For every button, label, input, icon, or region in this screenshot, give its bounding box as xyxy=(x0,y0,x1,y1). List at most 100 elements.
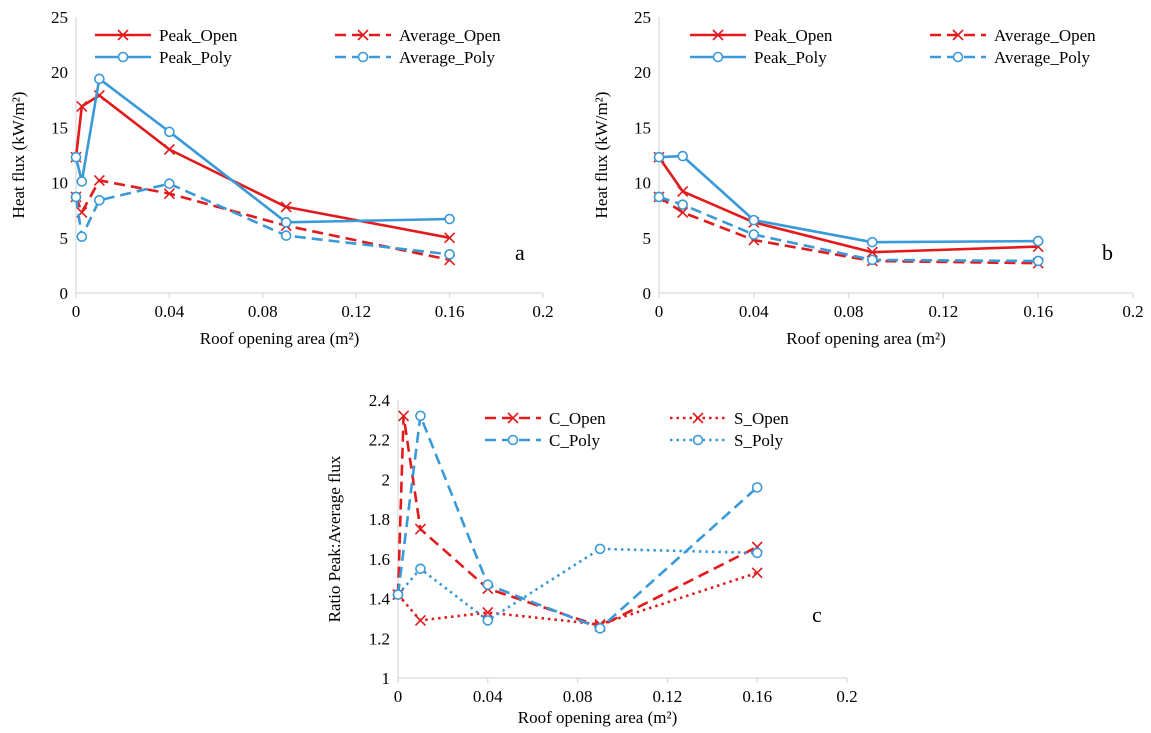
data-point xyxy=(751,567,763,579)
legend-item: Peak_Poly xyxy=(690,48,827,67)
x-tick-label: 0.16 xyxy=(1023,302,1053,321)
data-point xyxy=(163,143,175,156)
chart-panel-a: 0 5 10 15 20 25 0 0.04 0.08 0.12 0.16 0.2 Roof openi… xyxy=(9,8,554,348)
series-line xyxy=(397,571,758,626)
data-point xyxy=(164,126,175,138)
panel-label: c xyxy=(812,602,822,627)
chart-panel-c: 1 1.2 1.4 1.6 1.8 2 2.2 2.4 0 0.04 0.08 0.12 0.16 0.2… xyxy=(325,391,858,727)
y-tick-label: 1.8 xyxy=(369,510,390,529)
y-tick-label: 1.4 xyxy=(369,590,391,609)
data-point xyxy=(70,191,82,203)
x-tick-label: 0.08 xyxy=(248,302,278,321)
y-tick-label: 1.6 xyxy=(369,550,390,569)
legend-item: Peak_Open xyxy=(690,26,833,45)
y-tick-label: 20 xyxy=(634,63,651,82)
y-tick-label: 15 xyxy=(634,118,651,137)
y-tick-label: 10 xyxy=(634,174,651,193)
legend-label: Peak_Poly xyxy=(754,48,827,67)
data-point xyxy=(398,410,410,422)
y-tick-label: 2 xyxy=(382,470,391,489)
legend-item: Average_Open xyxy=(930,26,1096,45)
data-point xyxy=(280,217,292,228)
data-point xyxy=(76,231,88,242)
data-point xyxy=(414,523,427,535)
data-point xyxy=(444,249,455,260)
x-tick-label: 0 xyxy=(72,302,81,321)
y-tick-label: 0 xyxy=(643,284,652,303)
series-Peak_Poly xyxy=(653,150,1044,248)
data-point xyxy=(163,188,175,200)
legend-marker xyxy=(952,29,964,41)
data-point xyxy=(415,410,426,422)
x-tick-label: 0.12 xyxy=(653,687,683,706)
y-tick-label: 15 xyxy=(51,118,68,137)
data-point xyxy=(866,236,878,248)
legend-marker xyxy=(117,29,129,41)
data-point xyxy=(70,151,82,163)
series-Peak_Poly xyxy=(70,73,455,228)
legend-item: Peak_Open xyxy=(95,26,238,45)
x-tick-label: 0.08 xyxy=(834,302,864,321)
legend-item: S_Poly xyxy=(670,431,784,450)
y-axis-title: Heat flux (kW/m²) xyxy=(9,92,28,219)
x-tick-label: 0.04 xyxy=(739,302,769,321)
data-point xyxy=(392,589,404,600)
data-point xyxy=(94,73,105,85)
data-point xyxy=(677,185,689,197)
data-point xyxy=(280,201,292,213)
legend-item: C_Open xyxy=(485,409,606,428)
legend-label: Average_Open xyxy=(994,26,1096,45)
data-point xyxy=(164,178,175,190)
y-axis-title: Heat flux (kW/m²) xyxy=(592,92,611,219)
x-tick-label: 0.12 xyxy=(929,302,959,321)
series-line xyxy=(74,77,450,224)
y-tick-label: 2.4 xyxy=(369,391,391,410)
x-axis-title: Roof opening area (m²) xyxy=(786,329,945,348)
x-tick-label: 0.16 xyxy=(742,687,772,706)
series-line xyxy=(397,547,758,622)
legend-marker xyxy=(357,51,369,63)
y-tick-label: 5 xyxy=(643,229,652,248)
legend-label: S_Poly xyxy=(734,431,784,450)
y-tick-label: 25 xyxy=(634,8,651,27)
x-tick-label: 0.04 xyxy=(473,687,503,706)
series-line xyxy=(74,179,450,262)
legend-label: Average_Open xyxy=(399,26,501,45)
data-point xyxy=(653,191,665,203)
panel-label: b xyxy=(1102,240,1113,265)
series-line xyxy=(74,182,450,256)
legend-marker xyxy=(117,51,129,63)
panel-label: a xyxy=(515,240,525,265)
data-point xyxy=(444,232,456,244)
legend-label: C_Poly xyxy=(549,431,601,450)
series-line xyxy=(74,94,450,240)
data-point xyxy=(76,176,88,187)
x-tick-label: 0.12 xyxy=(341,302,371,321)
x-tick-label: 0.2 xyxy=(1122,302,1143,321)
chart-panel-b: 0 5 10 15 20 25 0 0.04 0.08 0.12 0.16 0.2 Roof openi… xyxy=(592,8,1144,348)
x-axis-title: Roof opening area (m²) xyxy=(200,329,359,348)
data-point xyxy=(594,543,606,555)
data-point xyxy=(677,150,689,162)
y-tick-label: 0 xyxy=(60,284,69,303)
data-point xyxy=(677,199,689,210)
y-tick-label: 10 xyxy=(51,174,68,193)
data-point xyxy=(93,174,105,186)
x-tick-label: 0.2 xyxy=(836,687,857,706)
legend-item: S_Open xyxy=(670,409,789,428)
legend-label: C_Open xyxy=(549,409,606,428)
x-tick-label: 0.04 xyxy=(155,302,185,321)
x-tick-label: 0.16 xyxy=(435,302,465,321)
data-point xyxy=(482,606,494,619)
data-point xyxy=(748,214,760,226)
series-Average_Poly xyxy=(70,178,455,260)
data-point xyxy=(653,151,665,163)
series-line xyxy=(396,414,758,628)
legend-item: Average_Poly xyxy=(335,48,495,67)
legend-marker xyxy=(712,29,724,41)
legend-marker xyxy=(692,434,704,446)
data-point xyxy=(414,614,427,626)
x-tick-label: 0.08 xyxy=(563,687,593,706)
data-point xyxy=(748,229,760,240)
data-point xyxy=(1032,255,1044,267)
